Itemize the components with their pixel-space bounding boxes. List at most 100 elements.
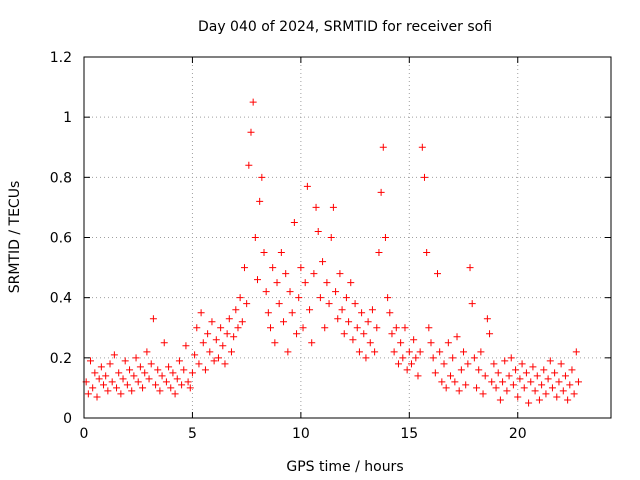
data-point	[173, 375, 181, 383]
data-point	[154, 366, 162, 374]
data-point	[342, 294, 350, 302]
data-point	[392, 324, 400, 332]
data-point	[455, 387, 463, 395]
data-point	[479, 390, 487, 398]
data-point	[106, 360, 114, 368]
data-point	[217, 324, 225, 332]
data-point	[340, 330, 348, 338]
data-point	[492, 384, 500, 392]
data-point	[160, 339, 168, 347]
data-point	[134, 378, 142, 386]
data-point	[481, 372, 489, 380]
data-point	[464, 360, 472, 368]
data-point	[256, 197, 264, 205]
data-point	[117, 390, 125, 398]
data-point	[553, 393, 561, 401]
data-point	[551, 369, 559, 377]
data-point	[143, 348, 151, 356]
y-tick-label: 1.2	[50, 50, 72, 66]
data-point	[401, 324, 409, 332]
data-point	[494, 369, 502, 377]
data-point	[388, 330, 396, 338]
data-point	[496, 396, 504, 404]
data-point	[529, 363, 537, 371]
data-point	[386, 309, 394, 317]
data-point	[221, 360, 229, 368]
data-point	[460, 348, 468, 356]
data-point	[108, 378, 116, 386]
data-point	[262, 288, 270, 296]
data-point	[399, 354, 407, 362]
data-point	[403, 366, 411, 374]
data-point	[509, 381, 517, 389]
data-point	[169, 369, 177, 377]
x-axis-tick-labels: 0 5 10 15 20	[80, 426, 527, 442]
data-point	[327, 234, 335, 241]
data-point	[325, 300, 333, 308]
x-tick-label: 20	[509, 426, 527, 442]
data-point	[167, 384, 175, 392]
data-point	[414, 372, 422, 380]
data-point	[371, 348, 379, 356]
data-point	[535, 396, 543, 404]
data-point	[321, 324, 329, 332]
data-point	[568, 366, 576, 374]
data-point	[449, 354, 457, 362]
data-point	[188, 369, 196, 377]
data-point	[416, 348, 424, 356]
data-point	[540, 366, 548, 374]
data-point	[533, 372, 541, 380]
data-point	[512, 366, 520, 374]
data-point	[178, 381, 186, 389]
data-point	[466, 264, 474, 272]
data-point	[264, 309, 272, 317]
data-point	[516, 375, 524, 383]
data-point	[527, 378, 535, 386]
data-point	[165, 363, 173, 371]
data-point	[267, 324, 275, 332]
data-point	[377, 188, 385, 196]
data-point	[271, 339, 279, 347]
data-point	[490, 360, 498, 368]
data-point	[186, 384, 194, 392]
data-point	[366, 339, 374, 347]
data-point	[290, 218, 298, 226]
data-point	[548, 384, 556, 392]
data-point	[436, 348, 444, 356]
y-tick-label: 1	[63, 110, 72, 126]
data-point	[230, 333, 238, 341]
y-tick-label: 0.4	[50, 291, 72, 307]
data-point	[544, 375, 552, 383]
axis-ticks	[83, 56, 611, 419]
data-point	[293, 330, 301, 338]
data-point	[123, 381, 131, 389]
data-point	[336, 270, 344, 278]
data-point	[201, 366, 209, 374]
data-point	[132, 354, 140, 362]
data-point	[180, 366, 188, 374]
data-point	[486, 330, 494, 338]
data-point	[195, 360, 203, 368]
data-point	[375, 249, 383, 257]
data-point	[286, 288, 294, 296]
data-point	[141, 369, 149, 377]
data-point	[128, 387, 136, 395]
data-point	[334, 315, 342, 323]
data-point	[234, 324, 242, 332]
x-tick-label: 5	[188, 426, 197, 442]
data-point	[520, 384, 528, 392]
data-point	[397, 339, 405, 347]
data-point	[314, 227, 322, 235]
data-point	[557, 360, 565, 368]
data-point	[462, 381, 470, 389]
data-point	[323, 279, 331, 287]
data-point	[384, 294, 392, 302]
data-point	[555, 378, 563, 386]
data-point	[457, 366, 465, 374]
data-point	[238, 318, 246, 326]
scatter-points	[82, 98, 582, 407]
data-point	[136, 363, 144, 371]
data-point	[431, 369, 439, 377]
x-tick-label: 15	[400, 426, 418, 442]
